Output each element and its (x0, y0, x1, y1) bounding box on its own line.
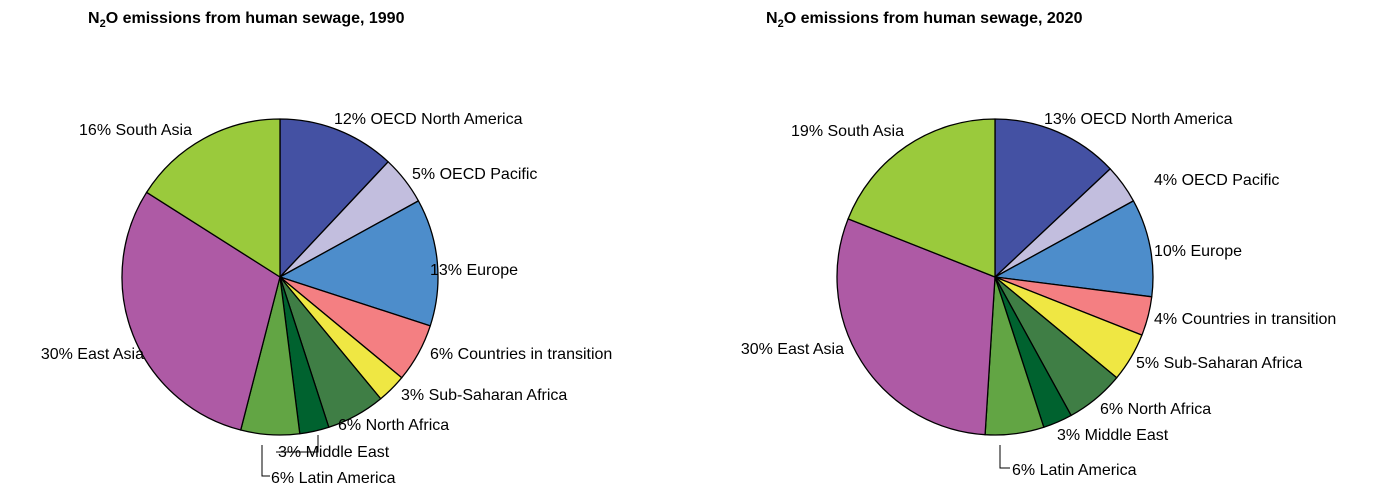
slice-label-north-africa: 6% North Africa (338, 417, 449, 434)
leader-line (261, 445, 270, 477)
slice-label-north-africa: 6% North Africa (1100, 401, 1211, 418)
pie-slice-east-asia (121, 191, 281, 431)
pie-slice-south-asia (145, 118, 281, 278)
pie-chart-2020: 13% OECD North America 4% OECD Pacific 10%… (741, 111, 1336, 479)
pie-slice-south-asia (847, 118, 996, 278)
slice-label-latin-america: 6% Latin America (271, 470, 396, 485)
slice-label-south-asia: 19% South Asia (791, 123, 904, 140)
slice-label-oecd-pacific: 5% OECD Pacific (412, 166, 537, 183)
chart-title-2020: N2O emissions from human sewage, 2020 (766, 10, 1083, 31)
slice-label-europe: 13% Europe (430, 262, 518, 279)
pie-slice-europe (279, 200, 439, 327)
slice-label-east-asia: 30% East Asia (41, 346, 144, 363)
slice-label-south-asia: 16% South Asia (79, 122, 192, 139)
slice-label-middle-east: 3% Middle East (278, 444, 390, 461)
slice-label-oecd-north-america: 13% OECD North America (1044, 111, 1233, 128)
slice-label-sub-saharan-africa: 5% Sub-Saharan Africa (1136, 355, 1302, 372)
pie-slice-oecd-north-america (279, 118, 389, 278)
slice-label-oecd-pacific: 4% OECD Pacific (1154, 172, 1279, 189)
slice-label-countries-in-transition: 6% Countries in transition (430, 346, 612, 363)
pie-slice-east-asia (836, 218, 996, 436)
slice-label-europe: 10% Europe (1154, 243, 1242, 260)
slice-label-countries-in-transition: 4% Countries in transition (1154, 311, 1336, 328)
pie-slice-oecd-north-america (994, 118, 1111, 278)
chart-title-1990: N2O emissions from human sewage, 1990 (88, 10, 405, 31)
slice-label-east-asia: 30% East Asia (741, 341, 844, 358)
slice-label-oecd-north-america: 12% OECD North America (334, 111, 523, 128)
pie-slice-europe (994, 200, 1154, 298)
slice-label-middle-east: 3% Middle East (1057, 427, 1169, 444)
chart-panel-2020: N2O emissions from human sewage, 2020 13… (690, 0, 1380, 485)
pie-chart-1990: 12% OECD North America 5% OECD Pacific 13%… (41, 111, 612, 485)
slice-label-latin-america: 6% Latin America (1012, 462, 1137, 479)
leader-line (276, 435, 319, 453)
slice-label-sub-saharan-africa: 3% Sub-Saharan Africa (401, 387, 567, 404)
chart-panel-1990: N2O emissions from human sewage, 1990 12… (0, 0, 690, 485)
leader-line (999, 445, 1010, 469)
